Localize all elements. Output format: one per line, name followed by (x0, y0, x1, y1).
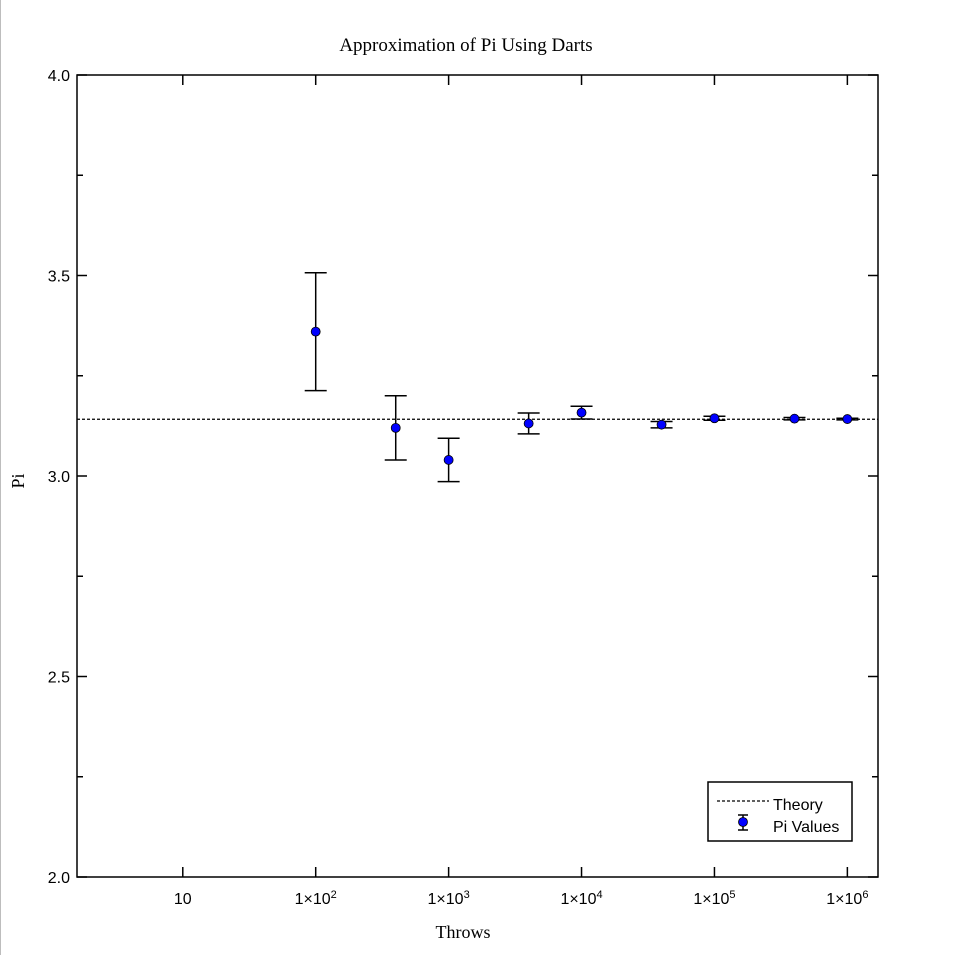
y-tick-label: 3.0 (48, 469, 70, 486)
legend-pi-values-label: Pi Values (773, 819, 839, 836)
legend: Theory Pi Values (707, 781, 853, 842)
legend-box (707, 781, 853, 842)
data-point (390, 422, 401, 433)
axes: 10 1×102 1×103 1×104 1×105 1×106 2.0 2.5 3.0 3.5 4… (48, 68, 878, 908)
data-point (310, 326, 321, 337)
x-tick-label: 1×103 (428, 889, 470, 908)
data-point (523, 418, 534, 429)
chart-title: Approximation of Pi Using Darts (339, 35, 592, 56)
y-axis-label: Pi (8, 473, 28, 488)
y-tick-label: 4.0 (48, 68, 70, 85)
y-tick-label: 3.5 (48, 269, 70, 286)
data-point (656, 419, 667, 430)
y-tick-label: 2.0 (48, 870, 70, 887)
legend-pi-values-swatch (738, 814, 748, 831)
data-point (576, 407, 587, 418)
data-marks (77, 271, 878, 483)
y-tick-label: 2.5 (48, 670, 70, 687)
legend-theory-label: Theory (773, 797, 823, 814)
x-tick-label: 10 (174, 891, 192, 908)
data-point (789, 413, 800, 424)
data-point (709, 413, 720, 424)
x-tick-label: 1×102 (295, 889, 337, 908)
plot-area (76, 74, 879, 878)
data-point (842, 414, 853, 424)
data-point (443, 455, 454, 465)
x-tick-label: 1×105 (693, 889, 735, 908)
x-tick-label: 1×106 (826, 889, 868, 908)
x-axis-label: Throws (436, 922, 491, 942)
x-tick-label: 1×104 (560, 889, 602, 908)
